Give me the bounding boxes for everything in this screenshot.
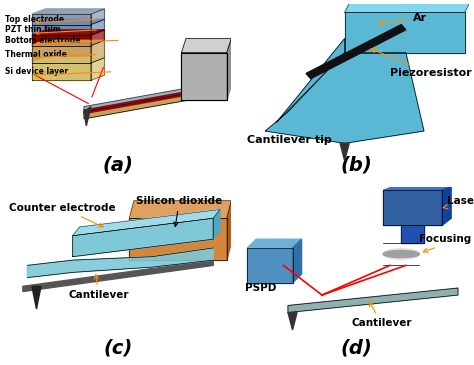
Polygon shape	[277, 39, 345, 122]
Polygon shape	[32, 58, 104, 63]
Text: Piezoresistor: Piezoresistor	[371, 49, 472, 78]
Polygon shape	[32, 30, 104, 35]
Text: (d): (d)	[340, 339, 372, 358]
Polygon shape	[32, 24, 91, 35]
Polygon shape	[32, 46, 91, 63]
Text: Silicon dioxide: Silicon dioxide	[136, 196, 222, 227]
Polygon shape	[84, 86, 220, 114]
Polygon shape	[32, 19, 104, 24]
Polygon shape	[340, 143, 349, 161]
Text: Cantilever: Cantilever	[351, 302, 412, 328]
Text: (c): (c)	[103, 339, 133, 358]
Text: Thermal oxide: Thermal oxide	[5, 50, 67, 59]
Polygon shape	[129, 201, 231, 218]
Polygon shape	[182, 39, 231, 53]
Polygon shape	[383, 191, 442, 225]
Polygon shape	[247, 239, 301, 248]
Polygon shape	[292, 239, 301, 283]
Text: Counter electrode: Counter electrode	[9, 203, 116, 227]
Polygon shape	[265, 53, 424, 143]
Polygon shape	[345, 4, 469, 12]
Polygon shape	[442, 187, 451, 225]
Polygon shape	[345, 12, 465, 53]
Polygon shape	[401, 225, 424, 243]
Polygon shape	[84, 82, 220, 112]
Polygon shape	[32, 35, 91, 46]
Polygon shape	[213, 210, 220, 239]
Polygon shape	[32, 286, 41, 309]
Polygon shape	[32, 9, 104, 14]
Text: Cantilever tip: Cantilever tip	[247, 135, 332, 145]
Text: PSPD: PSPD	[245, 283, 276, 293]
Polygon shape	[277, 39, 406, 122]
Polygon shape	[182, 53, 227, 100]
Polygon shape	[27, 248, 213, 278]
Polygon shape	[288, 312, 297, 330]
Polygon shape	[23, 260, 213, 292]
Text: Ar: Ar	[378, 13, 427, 26]
Text: PZT thin film: PZT thin film	[5, 25, 61, 34]
Polygon shape	[32, 40, 104, 46]
Polygon shape	[306, 24, 406, 79]
Polygon shape	[32, 14, 91, 24]
Text: (a): (a)	[102, 155, 134, 174]
Ellipse shape	[383, 250, 419, 258]
Polygon shape	[383, 187, 451, 191]
Polygon shape	[227, 39, 231, 100]
Polygon shape	[288, 288, 458, 312]
Polygon shape	[32, 63, 91, 80]
Text: Laser diode: Laser diode	[443, 196, 474, 209]
Ellipse shape	[383, 249, 419, 259]
Polygon shape	[73, 218, 213, 257]
Polygon shape	[129, 218, 227, 260]
Text: Si device layer: Si device layer	[5, 67, 68, 76]
Polygon shape	[91, 40, 104, 63]
Text: Top electrode: Top electrode	[5, 15, 64, 24]
Polygon shape	[227, 201, 231, 260]
Polygon shape	[73, 210, 220, 236]
Polygon shape	[84, 87, 220, 119]
Polygon shape	[91, 19, 104, 35]
Polygon shape	[91, 58, 104, 80]
Polygon shape	[91, 30, 104, 46]
Polygon shape	[91, 9, 104, 24]
Polygon shape	[84, 107, 91, 126]
Text: Cantilever: Cantilever	[68, 274, 128, 300]
Text: (b): (b)	[340, 155, 372, 174]
Text: Focusing lens: Focusing lens	[419, 234, 474, 253]
Text: Bottom electrode: Bottom electrode	[5, 36, 80, 45]
Polygon shape	[247, 248, 292, 283]
